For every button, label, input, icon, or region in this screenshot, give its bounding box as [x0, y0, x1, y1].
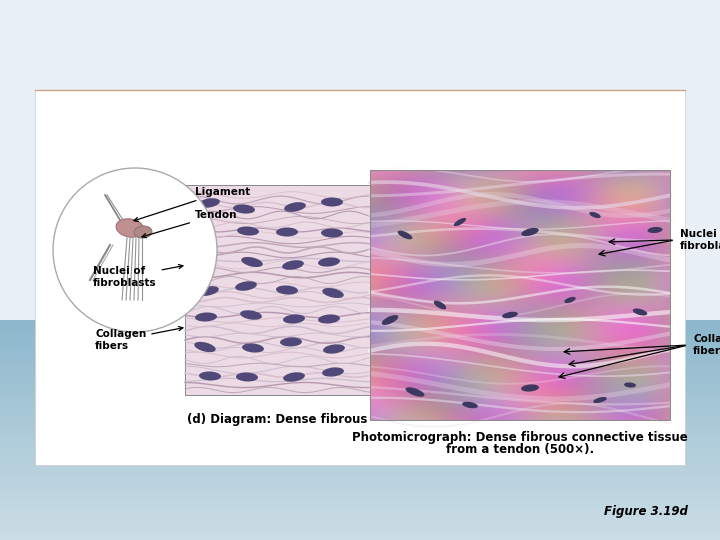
- Ellipse shape: [236, 373, 258, 382]
- Ellipse shape: [116, 219, 144, 237]
- Ellipse shape: [240, 310, 262, 320]
- Ellipse shape: [242, 343, 264, 353]
- Text: Tendon: Tendon: [142, 210, 238, 238]
- Ellipse shape: [241, 257, 263, 267]
- FancyBboxPatch shape: [35, 90, 685, 465]
- Text: Figure 3.19d: Figure 3.19d: [604, 505, 688, 518]
- Ellipse shape: [397, 231, 413, 239]
- Ellipse shape: [322, 367, 344, 376]
- Ellipse shape: [134, 226, 152, 238]
- Ellipse shape: [323, 345, 345, 354]
- Ellipse shape: [321, 198, 343, 206]
- Ellipse shape: [284, 202, 306, 212]
- Ellipse shape: [280, 338, 302, 347]
- Ellipse shape: [198, 198, 220, 208]
- Ellipse shape: [276, 286, 298, 294]
- Ellipse shape: [454, 218, 466, 226]
- Ellipse shape: [382, 315, 398, 325]
- Ellipse shape: [624, 382, 636, 388]
- Bar: [185, 185, 370, 395]
- Ellipse shape: [195, 313, 217, 321]
- Text: Nuclei of
fibroblasts: Nuclei of fibroblasts: [93, 265, 183, 288]
- Ellipse shape: [283, 314, 305, 323]
- Ellipse shape: [589, 212, 600, 218]
- Ellipse shape: [323, 288, 343, 298]
- Bar: [370, 170, 670, 420]
- Ellipse shape: [235, 281, 257, 291]
- Ellipse shape: [237, 226, 259, 235]
- Ellipse shape: [593, 397, 607, 403]
- Text: (d) Diagram: Dense fibrous: (d) Diagram: Dense fibrous: [187, 414, 368, 427]
- Text: Nuclei of
fibroblasts: Nuclei of fibroblasts: [680, 229, 720, 251]
- Ellipse shape: [283, 372, 305, 382]
- Ellipse shape: [521, 228, 539, 236]
- Ellipse shape: [405, 387, 425, 397]
- Ellipse shape: [564, 297, 576, 303]
- Ellipse shape: [521, 384, 539, 391]
- Ellipse shape: [502, 312, 518, 318]
- Ellipse shape: [282, 260, 304, 270]
- Ellipse shape: [197, 286, 219, 296]
- Text: Ligament: Ligament: [134, 187, 251, 221]
- Circle shape: [53, 168, 217, 332]
- Ellipse shape: [192, 255, 214, 265]
- Ellipse shape: [321, 228, 343, 238]
- Ellipse shape: [194, 342, 216, 352]
- Ellipse shape: [433, 301, 446, 309]
- Ellipse shape: [318, 258, 340, 267]
- Ellipse shape: [276, 227, 298, 237]
- Text: Photomicrograph: Dense fibrous connective tissue: Photomicrograph: Dense fibrous connectiv…: [352, 431, 688, 444]
- Text: from a tendon (500×).: from a tendon (500×).: [446, 443, 594, 456]
- Ellipse shape: [199, 372, 221, 381]
- Ellipse shape: [633, 308, 647, 315]
- Ellipse shape: [462, 402, 478, 408]
- Ellipse shape: [233, 205, 255, 214]
- Ellipse shape: [318, 314, 340, 323]
- Text: Collagen
fibers: Collagen fibers: [693, 334, 720, 356]
- Text: Collagen
fibers: Collagen fibers: [95, 327, 183, 351]
- Ellipse shape: [191, 227, 213, 237]
- Ellipse shape: [647, 227, 662, 233]
